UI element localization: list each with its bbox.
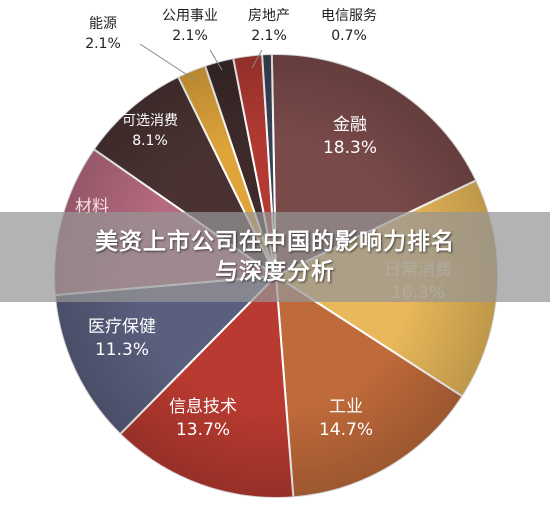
slice-label-2: 工业 bbox=[329, 397, 363, 417]
slice-value-9: 2.1% bbox=[251, 28, 287, 44]
leader-line-2 bbox=[251, 49, 263, 69]
leader-line-0 bbox=[139, 43, 196, 81]
slice-label-7: 能源 bbox=[89, 16, 117, 32]
slice-label-0: 金融 bbox=[333, 115, 367, 135]
leader-line-1 bbox=[209, 49, 223, 71]
slice-value-0: 18.3% bbox=[323, 138, 377, 158]
banner-title-line-1: 美资上市公司在中国的影响力排名 bbox=[95, 229, 455, 255]
title-banner: 美资上市公司在中国的影响力排名 与深度分析 bbox=[0, 212, 550, 302]
slice-value-6: 8.1% bbox=[132, 133, 168, 149]
slice-value-3: 13.7% bbox=[176, 420, 230, 440]
slice-value-2: 14.7% bbox=[319, 420, 373, 440]
slice-label-8: 公用事业 bbox=[162, 8, 218, 24]
slice-label-3: 信息技术 bbox=[169, 397, 237, 417]
slice-label-9: 房地产 bbox=[248, 8, 290, 24]
slice-label-10: 电信服务 bbox=[321, 8, 377, 24]
slice-value-10: 0.7% bbox=[331, 28, 367, 44]
slice-value-4: 11.3% bbox=[95, 340, 149, 360]
slice-label-4: 医疗保健 bbox=[88, 317, 156, 337]
slice-value-8: 2.1% bbox=[172, 28, 208, 44]
banner-title-line-2: 与深度分析 bbox=[215, 259, 335, 285]
slice-value-7: 2.1% bbox=[85, 36, 121, 52]
slice-label-6: 可选消费 bbox=[122, 113, 178, 129]
